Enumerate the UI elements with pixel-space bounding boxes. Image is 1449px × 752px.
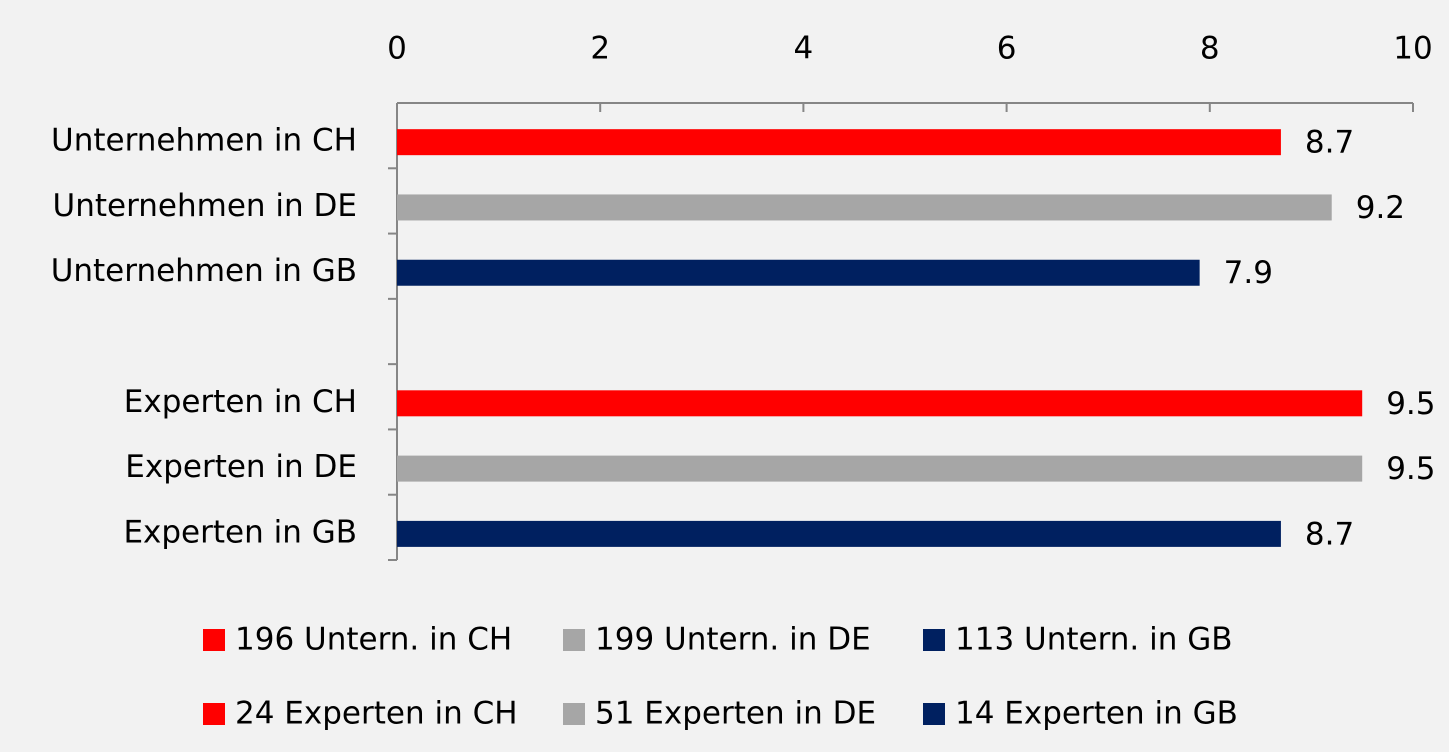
y-tick-label: Unternehmen in CH	[51, 123, 357, 159]
y-tick-label: Experten in GB	[123, 514, 357, 550]
legend-swatch	[203, 703, 225, 725]
legend-label: 14 Experten in GB	[955, 696, 1238, 732]
bar	[397, 455, 1363, 482]
data-label: 8.7	[1305, 125, 1354, 161]
bar	[397, 259, 1200, 286]
y-tick-label: Experten in CH	[124, 384, 357, 420]
legend-label: 196 Untern. in CH	[235, 622, 512, 658]
data-label: 8.7	[1305, 516, 1354, 552]
y-tick-label: Experten in DE	[125, 449, 357, 485]
legend-swatch	[203, 629, 225, 651]
data-label: 9.5	[1386, 451, 1435, 487]
bar	[397, 520, 1281, 547]
y-tick-label: Unternehmen in GB	[51, 253, 357, 289]
bar	[397, 390, 1363, 417]
legend-swatch	[923, 703, 945, 725]
legend-label: 199 Untern. in DE	[595, 622, 871, 658]
bar	[397, 129, 1281, 156]
x-tick-label: 2	[590, 31, 610, 67]
legend-swatch	[923, 629, 945, 651]
bar	[397, 194, 1332, 221]
x-tick-label: 8	[1200, 31, 1220, 67]
y-tick-label: Unternehmen in DE	[53, 188, 357, 224]
x-tick-label: 10	[1393, 31, 1432, 67]
data-label: 9.5	[1386, 386, 1435, 422]
data-label: 9.2	[1356, 190, 1405, 226]
legend-label: 113 Untern. in GB	[955, 622, 1233, 658]
legend-swatch	[563, 629, 585, 651]
x-tick-label: 6	[997, 31, 1017, 67]
legend-swatch	[563, 703, 585, 725]
x-tick-label: 0	[387, 31, 407, 67]
legend-label: 24 Experten in CH	[235, 696, 518, 732]
x-tick-label: 4	[794, 31, 814, 67]
legend-label: 51 Experten in DE	[595, 696, 876, 732]
data-label: 7.9	[1224, 255, 1273, 291]
